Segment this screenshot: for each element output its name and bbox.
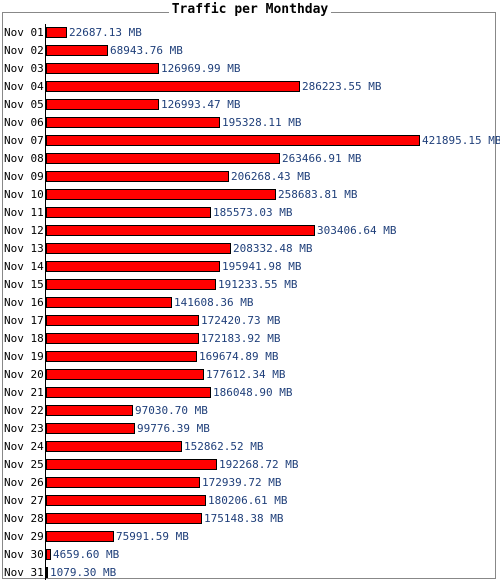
category-label: Nov 21 — [4, 386, 44, 399]
category-label: Nov 12 — [4, 224, 44, 237]
value-label: 169674.89 MB — [199, 350, 279, 363]
value-label: 22687.13 MB — [69, 26, 142, 39]
bar — [46, 261, 220, 272]
bar — [46, 63, 159, 74]
value-label: 4659.60 MB — [53, 548, 120, 561]
category-label: Nov 27 — [4, 494, 44, 507]
category-label: Nov 09 — [4, 170, 44, 183]
bar — [46, 459, 217, 470]
category-label: Nov 28 — [4, 512, 44, 525]
value-label: 97030.70 MB — [135, 404, 208, 417]
bar — [46, 531, 114, 542]
bar — [46, 189, 276, 200]
value-label: 303406.64 MB — [317, 224, 397, 237]
category-label: Nov 25 — [4, 458, 44, 471]
value-label: 186048.90 MB — [213, 386, 293, 399]
value-label: 192268.72 MB — [219, 458, 299, 471]
bar — [46, 549, 51, 560]
value-label: 175148.38 MB — [204, 512, 284, 525]
value-label: 208332.48 MB — [233, 242, 313, 255]
bar — [46, 279, 216, 290]
bar — [46, 297, 172, 308]
value-label: 180206.61 MB — [208, 494, 288, 507]
value-label: 421895.15 MB — [422, 134, 500, 147]
value-label: 126969.99 MB — [161, 62, 241, 75]
chart-title: Traffic per Monthday — [168, 2, 332, 17]
value-label: 152862.52 MB — [184, 440, 264, 453]
category-label: Nov 10 — [4, 188, 44, 201]
value-label: 75991.59 MB — [116, 530, 189, 543]
value-label: 177612.34 MB — [206, 368, 286, 381]
value-label: 99776.39 MB — [137, 422, 210, 435]
category-label: Nov 31 — [4, 566, 44, 579]
value-label: 1079.30 MB — [50, 566, 117, 579]
value-label: 185573.03 MB — [213, 206, 293, 219]
bar — [46, 513, 202, 524]
bar — [46, 351, 197, 362]
bar — [46, 171, 229, 182]
category-label: Nov 29 — [4, 530, 44, 543]
category-label: Nov 07 — [4, 134, 44, 147]
chart-title-wrap: Traffic per Monthday — [0, 2, 500, 18]
bar — [46, 45, 108, 56]
category-label: Nov 06 — [4, 116, 44, 129]
bar — [46, 567, 48, 578]
category-label: Nov 02 — [4, 44, 44, 57]
bar — [46, 153, 280, 164]
value-label: 141608.36 MB — [174, 296, 254, 309]
category-label: Nov 26 — [4, 476, 44, 489]
bar — [46, 243, 231, 254]
category-label: Nov 30 — [4, 548, 44, 561]
category-label: Nov 01 — [4, 26, 44, 39]
category-label: Nov 05 — [4, 98, 44, 111]
value-label: 195328.11 MB — [222, 116, 302, 129]
bar — [46, 225, 315, 236]
category-label: Nov 17 — [4, 314, 44, 327]
bar — [46, 441, 182, 452]
category-label: Nov 24 — [4, 440, 44, 453]
bar — [46, 387, 211, 398]
bar — [46, 405, 133, 416]
value-label: 263466.91 MB — [282, 152, 362, 165]
bar — [46, 207, 211, 218]
bar — [46, 333, 199, 344]
value-label: 172420.73 MB — [201, 314, 281, 327]
bar — [46, 495, 206, 506]
category-label: Nov 14 — [4, 260, 44, 273]
category-label: Nov 19 — [4, 350, 44, 363]
bar — [46, 135, 420, 146]
bar — [46, 27, 67, 38]
value-label: 126993.47 MB — [161, 98, 241, 111]
bar — [46, 81, 300, 92]
bar — [46, 423, 135, 434]
bar — [46, 369, 204, 380]
category-label: Nov 20 — [4, 368, 44, 381]
value-label: 286223.55 MB — [302, 80, 382, 93]
bar — [46, 315, 199, 326]
category-label: Nov 11 — [4, 206, 44, 219]
category-label: Nov 04 — [4, 80, 44, 93]
bar — [46, 117, 220, 128]
value-label: 195941.98 MB — [222, 260, 302, 273]
value-label: 172939.72 MB — [202, 476, 282, 489]
category-label: Nov 03 — [4, 62, 44, 75]
category-label: Nov 13 — [4, 242, 44, 255]
category-label: Nov 22 — [4, 404, 44, 417]
category-label: Nov 23 — [4, 422, 44, 435]
value-label: 191233.55 MB — [218, 278, 298, 291]
category-label: Nov 16 — [4, 296, 44, 309]
category-label: Nov 18 — [4, 332, 44, 345]
value-label: 206268.43 MB — [231, 170, 311, 183]
bar — [46, 99, 159, 110]
category-label: Nov 15 — [4, 278, 44, 291]
value-label: 258683.81 MB — [278, 188, 358, 201]
bar — [46, 477, 200, 488]
value-label: 172183.92 MB — [201, 332, 281, 345]
bar-rows: Nov 01 22687.13 MB Nov 02 68943.76 MB Nov 03… — [4, 26, 500, 579]
category-label: Nov 08 — [4, 152, 44, 165]
value-label: 68943.76 MB — [110, 44, 183, 57]
